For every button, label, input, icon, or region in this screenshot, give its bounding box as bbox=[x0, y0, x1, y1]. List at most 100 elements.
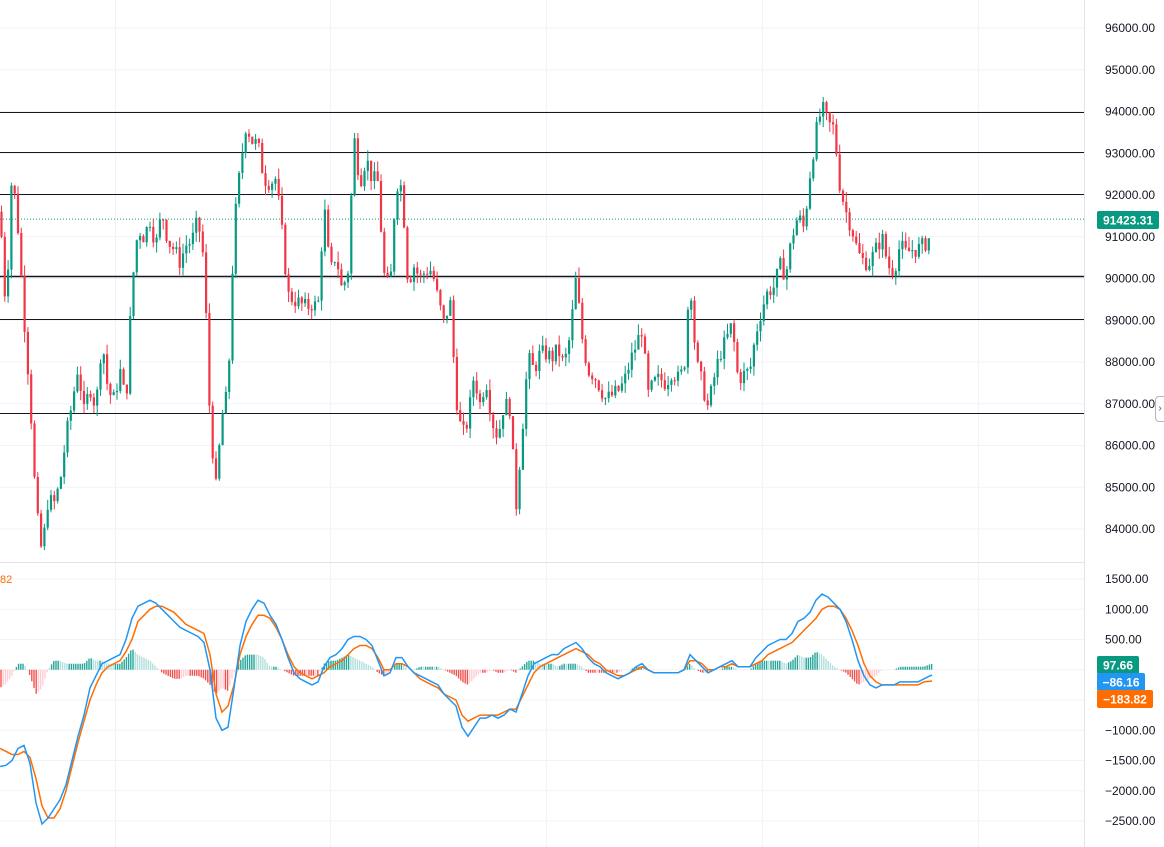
candle-body bbox=[478, 393, 482, 403]
candle-body bbox=[191, 232, 194, 245]
price-tick-label: 89000.00 bbox=[1105, 313, 1155, 327]
candle-body bbox=[426, 273, 429, 275]
histogram-value-label: 97.66 bbox=[1103, 659, 1133, 673]
macd-line bbox=[0, 593, 933, 826]
candle-body bbox=[63, 452, 66, 478]
candle-body bbox=[581, 302, 584, 340]
candle-body bbox=[300, 297, 303, 304]
candle-body bbox=[205, 252, 208, 313]
candle-body bbox=[221, 413, 224, 446]
candle-body bbox=[614, 385, 617, 396]
candle-body bbox=[637, 335, 640, 350]
candle-body bbox=[23, 275, 26, 332]
candle-body bbox=[528, 353, 531, 380]
candle-body bbox=[848, 212, 851, 231]
candle-body bbox=[386, 272, 389, 277]
candle-body bbox=[251, 136, 254, 144]
candle-body bbox=[574, 278, 577, 310]
candle-body bbox=[346, 273, 350, 283]
candle-body bbox=[601, 390, 604, 399]
candle-body bbox=[360, 175, 363, 187]
candle-body bbox=[799, 215, 802, 221]
candle-body bbox=[436, 278, 439, 291]
price-tick-label: 91000.00 bbox=[1105, 230, 1155, 244]
candle-body bbox=[43, 527, 46, 547]
candle-body bbox=[13, 185, 16, 194]
candle-body bbox=[399, 185, 402, 192]
candle-body bbox=[287, 274, 290, 292]
candlestick-series bbox=[0, 96, 930, 551]
candle-body bbox=[657, 373, 660, 377]
candle-body bbox=[693, 300, 696, 343]
candle-body bbox=[10, 185, 13, 270]
candle-body bbox=[373, 171, 376, 182]
candle-body bbox=[323, 209, 326, 252]
candle-body bbox=[808, 178, 812, 209]
price-axis-ticks: 96000.00 95000.00 94000.00 93000.00 92000.00… bbox=[1105, 21, 1155, 536]
candle-body bbox=[700, 361, 703, 372]
candle-body bbox=[168, 240, 171, 247]
candle-body bbox=[485, 390, 488, 398]
candle-body bbox=[683, 367, 686, 370]
candle-body bbox=[277, 178, 280, 196]
candle-body bbox=[861, 253, 864, 258]
candle-body bbox=[894, 271, 897, 276]
candle-body bbox=[554, 344, 557, 362]
candle-body bbox=[465, 424, 468, 429]
candle-body bbox=[785, 269, 788, 280]
candle-body bbox=[56, 488, 59, 502]
candle-body bbox=[403, 185, 406, 228]
candle-body bbox=[294, 301, 297, 307]
candle-body bbox=[703, 371, 706, 401]
candle-body bbox=[462, 421, 465, 425]
candle-body bbox=[587, 363, 590, 376]
candle-body bbox=[805, 208, 808, 227]
candle-body bbox=[531, 353, 534, 365]
candle-body bbox=[129, 316, 132, 394]
macd-tick-label: 500.00 bbox=[1105, 633, 1142, 647]
candle-body bbox=[132, 272, 135, 317]
candle-body bbox=[165, 220, 168, 241]
candle-body bbox=[904, 240, 907, 248]
candle-body bbox=[264, 173, 267, 186]
candle-body bbox=[439, 290, 442, 306]
candle-body bbox=[884, 234, 887, 257]
candle-body bbox=[667, 384, 670, 390]
candle-body bbox=[498, 428, 501, 438]
candle-body bbox=[376, 171, 379, 182]
candle-body bbox=[775, 268, 779, 288]
candle-body bbox=[901, 240, 904, 250]
candle-body bbox=[53, 495, 56, 502]
candle-body bbox=[419, 273, 422, 275]
macd-value-tag: −86.16 bbox=[1097, 673, 1145, 691]
candle-body bbox=[363, 170, 366, 187]
scale-collapse-button[interactable]: › bbox=[1155, 396, 1164, 422]
candle-body bbox=[907, 247, 911, 252]
candle-body bbox=[79, 374, 82, 391]
candle-body bbox=[89, 393, 92, 398]
candle-body bbox=[841, 190, 845, 202]
candle-body bbox=[148, 226, 152, 228]
candle-body bbox=[914, 249, 917, 257]
candle-body bbox=[719, 358, 722, 360]
candle-body bbox=[393, 219, 396, 272]
candle-body bbox=[152, 226, 155, 243]
macd-tick-label: 1500.00 bbox=[1105, 572, 1149, 586]
candle-body bbox=[82, 390, 86, 404]
candle-body bbox=[238, 172, 241, 204]
candle-body bbox=[911, 249, 914, 252]
candle-body bbox=[340, 269, 343, 286]
candle-body bbox=[261, 142, 264, 174]
candle-body bbox=[815, 121, 818, 160]
candle-body bbox=[551, 350, 554, 362]
signal-line bbox=[0, 605, 933, 819]
candle-body bbox=[709, 385, 713, 406]
candle-body bbox=[502, 415, 505, 429]
candle-body bbox=[198, 217, 201, 232]
candle-body bbox=[92, 397, 95, 406]
price-scale-background[interactable] bbox=[1084, 0, 1164, 847]
candle-body bbox=[716, 359, 719, 378]
macd-value-label: −86.16 bbox=[1102, 676, 1139, 690]
candle-body bbox=[317, 300, 320, 302]
